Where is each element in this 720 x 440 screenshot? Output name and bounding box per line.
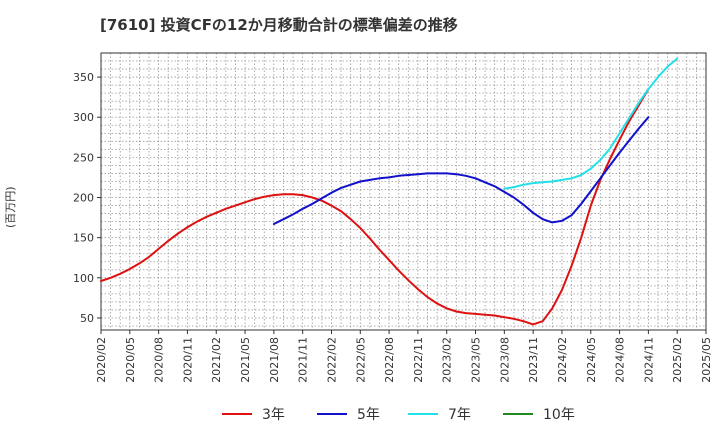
x-tick-label: 2020/11 — [181, 337, 194, 383]
x-tick-label: 2024/11 — [642, 337, 655, 383]
legend: 3年 5年 7年 10年 — [222, 407, 575, 423]
x-tick-label: 2023/05 — [470, 337, 483, 383]
x-tick-label: 2023/02 — [441, 337, 454, 383]
x-tick-label: 2023/11 — [527, 337, 540, 383]
y-tick-label: 250 — [73, 151, 94, 164]
x-tick-label: 2022/08 — [383, 337, 396, 383]
plot-area — [101, 53, 706, 330]
x-tick-label: 2024/02 — [556, 337, 569, 383]
x-tick-label: 2021/08 — [268, 337, 281, 383]
x-tick-label: 2020/08 — [153, 337, 166, 383]
series-line-2 — [503, 57, 679, 190]
x-tick-label: 2025/05 — [700, 337, 713, 383]
y-tick-label: 200 — [73, 192, 94, 205]
x-tick-label: 2024/08 — [614, 337, 627, 383]
legend-label-2: 7年 — [448, 407, 471, 423]
legend-label-0: 3年 — [262, 407, 285, 423]
x-tick-label: 2020/02 — [95, 337, 108, 383]
x-tick-label: 2025/02 — [671, 337, 684, 383]
y-tick-label: 150 — [73, 232, 94, 245]
y-tick-label: 100 — [73, 272, 94, 285]
series-line-1 — [272, 116, 650, 225]
x-tick-label: 2022/02 — [325, 337, 338, 383]
axes: 50 100 150 200 250 300 350 2020/02 2020/05 2020/0… — [73, 52, 713, 383]
x-tick-label: 2022/05 — [354, 337, 367, 383]
x-tick-label: 2023/08 — [498, 337, 511, 383]
series-line-0 — [100, 88, 650, 326]
legend-label-1: 5年 — [357, 407, 380, 423]
chart-title: [7610] 投資CFの12か月移動合計の標準偏差の推移 — [100, 16, 458, 34]
x-tick-label: 2024/05 — [585, 337, 598, 383]
y-tick-label: 50 — [80, 312, 94, 325]
x-tick-label: 2021/05 — [239, 337, 252, 383]
x-tick-label: 2020/05 — [124, 337, 137, 383]
x-tick-label: 2021/11 — [297, 337, 310, 383]
legend-label-3: 10年 — [543, 407, 575, 423]
y-tick-label: 350 — [73, 71, 94, 84]
grid — [100, 52, 707, 330]
x-tick-label: 2021/02 — [210, 337, 223, 383]
plot-frame — [100, 52, 707, 331]
x-tick-label: 2022/11 — [412, 337, 425, 383]
series-lines — [100, 57, 679, 326]
y-tick-label: 300 — [73, 111, 94, 124]
